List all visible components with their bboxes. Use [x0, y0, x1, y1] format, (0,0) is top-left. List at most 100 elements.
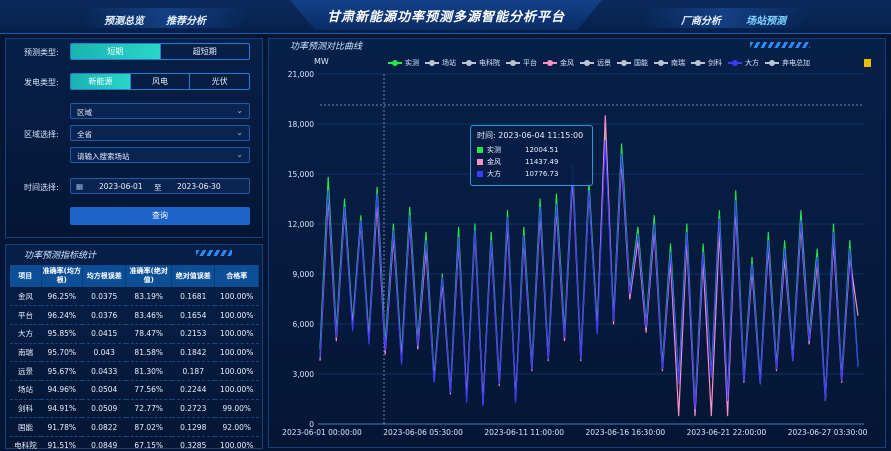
legend-item[interactable]: 电科院	[462, 58, 500, 68]
table-row: 场站 94.96% 0.0504 77.56% 0.2244 100.00%	[10, 380, 259, 400]
legend-item[interactable]: 平台	[506, 58, 537, 68]
legend-marker-icon	[654, 60, 668, 66]
table-row: 国能 91.78% 0.0822 87.02% 0.1298 92.00%	[10, 417, 259, 437]
table-cell: 94.96%	[41, 380, 83, 400]
table-cell: 100.00%	[214, 305, 259, 325]
page-title: 甘肃新能源功率预测多源智能分析平台	[326, 10, 565, 25]
legend-item[interactable]: 金风	[543, 58, 574, 68]
legend-label: 南瑞	[671, 59, 685, 67]
tab-overview[interactable]: 预测总览	[104, 16, 144, 27]
table-cell: 0.3285	[171, 436, 215, 451]
table-cell: 0.2244	[171, 380, 215, 400]
legend-item[interactable]: 实测	[388, 58, 419, 68]
table-cell: 0.0849	[82, 436, 126, 451]
table-cell: 94.91%	[41, 399, 83, 419]
region-select[interactable]: 区域 ⌄	[70, 103, 250, 119]
tooltip-value: 10776.73	[525, 170, 559, 178]
gen-new-energy-button[interactable]: 新能源	[71, 74, 131, 89]
table-cell: 81.30%	[125, 361, 172, 381]
col-header[interactable]: 准确率(绝对值)	[125, 265, 172, 287]
legend-marker-icon	[728, 60, 742, 66]
table-cell: 100.00%	[214, 324, 259, 344]
table-cell: 81.58%	[125, 343, 172, 363]
legend-label: 实测	[405, 59, 419, 67]
row-label: 剑科	[10, 399, 42, 419]
date-start[interactable]: 2023-06-01	[99, 182, 143, 191]
legend-label: 平台	[523, 59, 537, 67]
legend-label: 国能	[634, 59, 648, 67]
table-cell: 99.00%	[214, 399, 259, 419]
table-cell: 96.24%	[41, 305, 83, 325]
table-cell: 0.0509	[82, 399, 126, 419]
forecast-short-button[interactable]: 短期	[71, 44, 161, 59]
forecast-type-label: 预测类型:	[24, 48, 59, 57]
download-icon[interactable]	[864, 59, 871, 67]
table-cell: 72.77%	[125, 399, 172, 419]
tab-station-forecast[interactable]: 场站预测	[746, 16, 786, 27]
tab-vendor[interactable]: 厂商分析	[681, 16, 721, 27]
row-label: 国能	[10, 417, 42, 437]
chart-title: 功率预测对比曲线	[290, 42, 363, 52]
col-header[interactable]: 均方根误差	[82, 265, 127, 287]
stats-stripes-decoration	[196, 250, 232, 256]
date-range-picker[interactable]: ▦ 2023-06-01 至 2023-06-30	[70, 178, 250, 194]
table-row: 电科院 91.51% 0.0849 67.15% 0.3285 100.00%	[10, 436, 259, 451]
station-search-placeholder: 请输入搜索场站	[77, 152, 130, 161]
legend-label: 电科院	[479, 59, 500, 67]
legend-item[interactable]: 国能	[617, 58, 648, 68]
table-cell: 100.00%	[214, 361, 259, 381]
row-label: 远景	[10, 361, 42, 381]
legend-label: 剑科	[708, 59, 722, 67]
legend-item[interactable]: 场站	[425, 58, 456, 68]
table-cell: 0.0376	[82, 305, 126, 325]
col-header[interactable]: 准确率(均方根)	[41, 265, 83, 287]
province-select[interactable]: 全省 ⌄	[70, 125, 250, 141]
table-row: 南瑞 95.70% 0.043 81.58% 0.1842 100.00%	[10, 343, 259, 363]
nav-left-plate	[80, 8, 250, 28]
query-button[interactable]: 查询	[70, 207, 250, 225]
table-cell: 0.043	[82, 343, 126, 363]
legend-item[interactable]: 弃电总加	[765, 58, 810, 68]
table-cell: 87.02%	[125, 417, 172, 437]
gen-solar-button[interactable]: 光伏	[211, 77, 228, 86]
legend-label: 大方	[745, 59, 759, 67]
legend-item[interactable]: 远景	[580, 58, 611, 68]
table-cell: 0.0433	[82, 361, 126, 381]
legend-item[interactable]: 大方	[728, 58, 759, 68]
time-label: 时间选择:	[24, 183, 59, 192]
row-label: 平台	[10, 305, 42, 325]
legend-label: 场站	[442, 59, 456, 67]
tooltip-swatch	[477, 171, 483, 177]
table-cell: 95.70%	[41, 343, 83, 363]
table-cell: 0.1842	[171, 343, 215, 363]
legend-marker-icon	[425, 60, 439, 66]
legend-label: 远景	[597, 59, 611, 67]
row-label: 电科院	[10, 436, 42, 451]
table-cell: 100.00%	[214, 343, 259, 363]
tooltip-swatch	[477, 159, 483, 165]
date-end[interactable]: 2023-06-30	[177, 182, 221, 191]
row-label: 南瑞	[10, 343, 42, 363]
col-header[interactable]: 项目	[10, 265, 42, 287]
gen-wind-button[interactable]: 风电	[131, 74, 191, 89]
stats-title: 功率预测指标统计	[24, 251, 97, 261]
table-row: 剑科 94.91% 0.0509 72.77% 0.2723 99.00%	[10, 399, 259, 419]
col-header[interactable]: 绝对值误差	[171, 265, 216, 287]
gen-type-toggle: 新能源 风电 光伏	[70, 73, 250, 90]
legend-item[interactable]: 南瑞	[654, 58, 685, 68]
table-cell: 0.1681	[171, 287, 215, 307]
col-header[interactable]: 合格率	[214, 265, 259, 287]
legend-label: 弃电总加	[782, 59, 810, 67]
tab-recommend[interactable]: 推荐分析	[166, 16, 206, 27]
row-label: 场站	[10, 380, 42, 400]
station-search-select[interactable]: 请输入搜索场站 ⌄	[70, 147, 250, 163]
tooltip-value: 12004.51	[525, 146, 559, 154]
table-cell: 100.00%	[214, 380, 259, 400]
nav-right-plate	[640, 8, 810, 28]
tooltip-series-name: 金风	[487, 158, 501, 166]
legend-item[interactable]: 剑科	[691, 58, 722, 68]
forecast-ultra-short-button[interactable]: 超短期	[192, 47, 217, 56]
title-plate	[290, 0, 602, 30]
table-row: 远景 95.67% 0.0433 81.30% 0.187 100.00%	[10, 361, 259, 381]
gen-type-label: 发电类型:	[24, 78, 59, 87]
